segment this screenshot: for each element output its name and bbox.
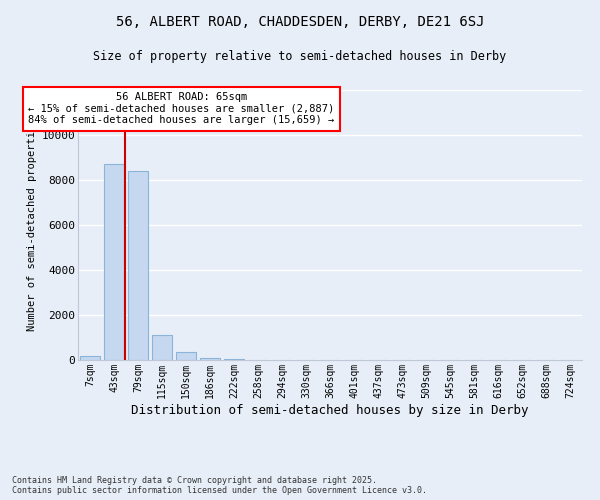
Bar [200,358,220,360]
Bar [152,335,172,360]
Text: Contains HM Land Registry data © Crown copyright and database right 2025.
Contai: Contains HM Land Registry data © Crown c… [12,476,427,495]
Bar [80,356,100,360]
Text: 56, ALBERT ROAD, CHADDESDEN, DERBY, DE21 6SJ: 56, ALBERT ROAD, CHADDESDEN, DERBY, DE21… [116,15,484,29]
Bar [224,358,244,360]
Y-axis label: Number of semi-detached properties: Number of semi-detached properties [28,118,37,331]
X-axis label: Distribution of semi-detached houses by size in Derby: Distribution of semi-detached houses by … [131,404,529,416]
Bar [104,164,124,360]
Bar [176,352,196,360]
Text: 56 ALBERT ROAD: 65sqm
← 15% of semi-detached houses are smaller (2,887)
84% of s: 56 ALBERT ROAD: 65sqm ← 15% of semi-deta… [28,92,334,126]
Bar [128,171,148,360]
Text: Size of property relative to semi-detached houses in Derby: Size of property relative to semi-detach… [94,50,506,63]
